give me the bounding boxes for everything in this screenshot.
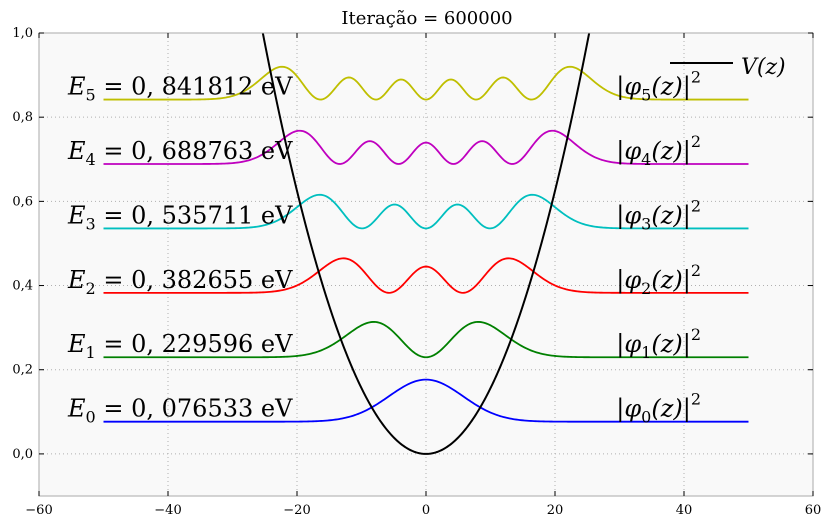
y-tick-label: 1,0 [12, 26, 33, 41]
energy-label-3: E3 = 0, 535711 eV [67, 201, 293, 233]
x-tick-label: 20 [547, 503, 564, 518]
series-label-2: |φ2(z)|2 [616, 261, 701, 298]
series-line-5 [103, 65, 749, 101]
series-line-4 [103, 129, 749, 165]
energy-label-2: E2 = 0, 382655 eV [67, 266, 293, 298]
series-line-3 [103, 193, 749, 230]
y-tick-label: 0,6 [12, 194, 33, 209]
x-tick-label: −60 [25, 503, 52, 518]
series-line-1 [103, 321, 749, 359]
y-tick-label: 0,2 [12, 363, 33, 378]
series-label-4: |φ4(z)|2 [616, 132, 701, 169]
x-tick-label: 40 [676, 503, 693, 518]
y-tick-label: 0,8 [12, 110, 33, 125]
series-line-2 [103, 257, 749, 294]
plot-area [39, 33, 813, 496]
y-tick-label: 0,0 [12, 447, 33, 462]
labels: −60 −40 −20 0 20 40 60 0,0 0,2 0,4 0,6 0,8 1,0 E0 = 0… [12, 26, 821, 518]
energy-label-0: E0 = 0, 076533 eV [67, 395, 293, 427]
energy-label-5: E5 = 0, 841812 eV [67, 73, 293, 105]
series-label-0: |φ0(z)|2 [616, 390, 701, 427]
ticks [38, 32, 814, 496]
series-label-3: |φ3(z)|2 [616, 196, 701, 233]
x-tick-label: 0 [422, 503, 430, 518]
y-tick-label: 0,4 [12, 279, 33, 294]
x-tick-label: −40 [154, 503, 181, 518]
legend-label: V(z) [741, 55, 786, 80]
energy-label-1: E1 = 0, 229596 eV [67, 330, 293, 362]
x-tick-label: −20 [283, 503, 310, 518]
series-label-5: |φ5(z)|2 [616, 68, 701, 105]
chart-title: Iteração = 600000 [341, 8, 512, 29]
series-layer [103, 32, 749, 455]
series-label-1: |φ1(z)|2 [616, 325, 701, 362]
series-line-0 [103, 378, 749, 423]
energy-label-4: E4 = 0, 688763 eV [67, 137, 293, 169]
x-tick-label: 60 [805, 503, 822, 518]
potential-line [261, 32, 591, 455]
